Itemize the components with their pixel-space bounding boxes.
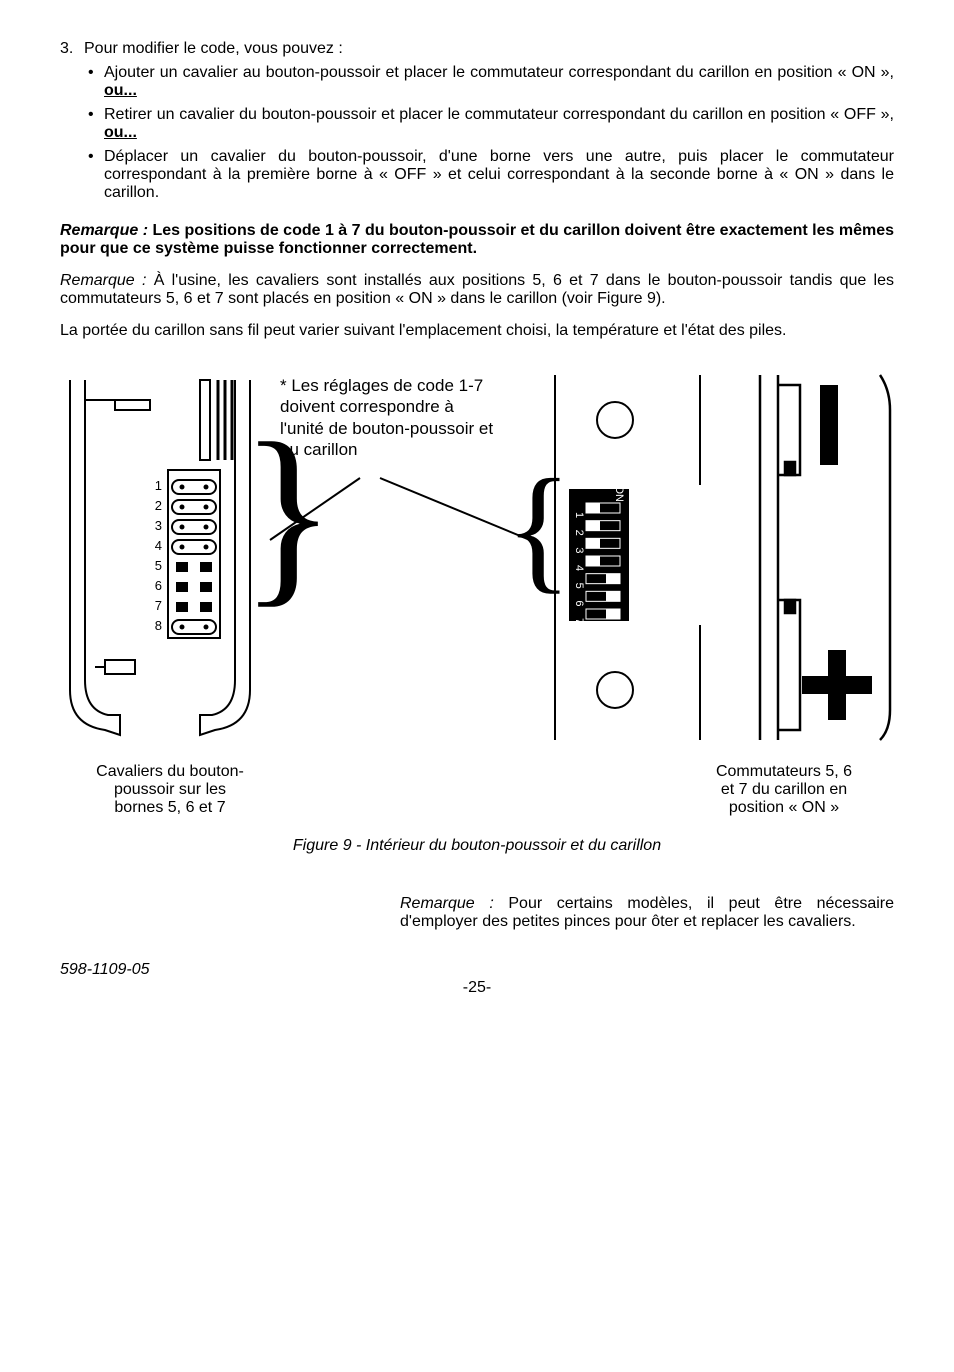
list-body: Pour modifier le code, vous pouvez : • A… bbox=[84, 40, 894, 208]
figure: 12345678 * Les réglages de code 1-7 doiv… bbox=[60, 370, 894, 855]
paragraph: Remarque : À l'usine, les cavaliers sont… bbox=[60, 272, 894, 308]
sub-text: Retirer un cavalier du bouton-poussoir e… bbox=[104, 106, 894, 123]
svg-text:4: 4 bbox=[573, 565, 585, 571]
sub-body: Déplacer un cavalier du bouton-poussoir,… bbox=[104, 148, 894, 202]
svg-text:1: 1 bbox=[155, 478, 162, 493]
footer-docref: 598-1109-05 bbox=[60, 961, 150, 979]
svg-text:7: 7 bbox=[573, 618, 585, 624]
svg-text:8: 8 bbox=[155, 618, 162, 633]
caption-row: Cavaliers du bouton- poussoir sur les bo… bbox=[60, 763, 894, 817]
caption-line: Cavaliers du bouton- bbox=[96, 763, 244, 780]
sub-underline: ou... bbox=[104, 124, 137, 141]
para-lead: Remarque : bbox=[60, 272, 154, 289]
svg-text:2: 2 bbox=[155, 498, 162, 513]
bullet-icon: • bbox=[84, 148, 104, 202]
brace-icon: { bbox=[505, 451, 572, 606]
caption-line: Commutateurs 5, 6 bbox=[716, 763, 852, 780]
sub-body: Ajouter un cavalier au bouton-poussoir e… bbox=[104, 64, 894, 100]
note-paragraph: Remarque : Pour certains modèles, il peu… bbox=[400, 895, 894, 931]
note-lead: Remarque : bbox=[400, 895, 508, 912]
svg-text:3: 3 bbox=[155, 518, 162, 533]
svg-text:3: 3 bbox=[573, 547, 585, 553]
battery-diagram bbox=[760, 375, 890, 740]
svg-text:7: 7 bbox=[155, 598, 162, 613]
remarque-bold: Remarque : Les positions de code 1 à 7 d… bbox=[60, 222, 894, 258]
caption-line: poussoir sur les bbox=[114, 781, 226, 798]
bullet-icon: • bbox=[84, 106, 104, 142]
footer: 598-1109-05 -25- bbox=[60, 961, 894, 979]
caption-line: et 7 du carillon en bbox=[721, 781, 847, 798]
svg-text:2: 2 bbox=[573, 530, 585, 536]
sub-text: Ajouter un cavalier au bouton-poussoir e… bbox=[104, 64, 894, 81]
footer-page: -25- bbox=[463, 979, 491, 997]
svg-text:ON: ON bbox=[613, 486, 625, 503]
caption-right: Commutateurs 5, 6 et 7 du carillon en po… bbox=[674, 763, 894, 817]
svg-text:6: 6 bbox=[155, 578, 162, 593]
svg-text:5: 5 bbox=[573, 583, 585, 589]
sub-text: Déplacer un cavalier du bouton-poussoir,… bbox=[104, 148, 894, 201]
pushbutton-diagram: 1 2 3 4 5 6 7 8 bbox=[70, 380, 250, 735]
svg-text:4: 4 bbox=[155, 538, 162, 553]
para-text: À l'usine, les cavaliers sont installés … bbox=[60, 272, 894, 307]
figure-title: Figure 9 - Intérieur du bouton-poussoir … bbox=[60, 837, 894, 855]
paragraph: La portée du carillon sans fil peut vari… bbox=[60, 322, 894, 340]
remarque-text: Les positions de code 1 à 7 du bouton-po… bbox=[60, 222, 894, 257]
sub-list: • Ajouter un cavalier au bouton-poussoir… bbox=[84, 64, 894, 202]
sub-body: Retirer un cavalier du bouton-poussoir e… bbox=[104, 106, 894, 142]
svg-text:5: 5 bbox=[155, 558, 162, 573]
sub-item: • Retirer un cavalier du bouton-poussoir… bbox=[84, 106, 894, 142]
figure-svg: 12345678 * Les réglages de code 1-7 doiv… bbox=[60, 370, 894, 750]
list-intro: Pour modifier le code, vous pouvez : bbox=[84, 40, 343, 57]
ordered-list-item: 3. Pour modifier le code, vous pouvez : … bbox=[60, 40, 894, 208]
svg-text:1: 1 bbox=[573, 512, 585, 518]
svg-text:6: 6 bbox=[573, 600, 585, 606]
list-number: 3. bbox=[60, 40, 84, 208]
bullet-icon: • bbox=[84, 64, 104, 100]
remarque-lead: Remarque : bbox=[60, 222, 152, 239]
caption-line: position « ON » bbox=[729, 799, 839, 816]
carillon-diagram bbox=[555, 375, 700, 740]
sub-underline: ou... bbox=[104, 82, 137, 99]
caption-line: bornes 5, 6 et 7 bbox=[114, 799, 225, 816]
sub-item: • Déplacer un cavalier du bouton-poussoi… bbox=[84, 148, 894, 202]
caption-left: Cavaliers du bouton- poussoir sur les bo… bbox=[60, 763, 280, 817]
sub-item: • Ajouter un cavalier au bouton-poussoir… bbox=[84, 64, 894, 100]
brace-icon: } bbox=[240, 403, 336, 624]
